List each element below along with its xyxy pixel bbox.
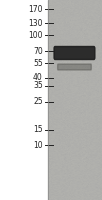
Text: 130: 130 xyxy=(28,19,43,27)
Text: 100: 100 xyxy=(28,30,43,40)
FancyBboxPatch shape xyxy=(54,46,95,60)
Bar xyxy=(48,0,102,200)
Text: 25: 25 xyxy=(33,98,43,106)
Text: 170: 170 xyxy=(28,4,43,14)
Text: 70: 70 xyxy=(33,46,43,55)
Text: 40: 40 xyxy=(33,73,43,82)
Text: 10: 10 xyxy=(33,140,43,149)
FancyBboxPatch shape xyxy=(58,64,91,70)
Text: 55: 55 xyxy=(33,58,43,68)
Text: 35: 35 xyxy=(33,81,43,90)
Text: 15: 15 xyxy=(33,126,43,134)
Bar xyxy=(0,0,48,200)
